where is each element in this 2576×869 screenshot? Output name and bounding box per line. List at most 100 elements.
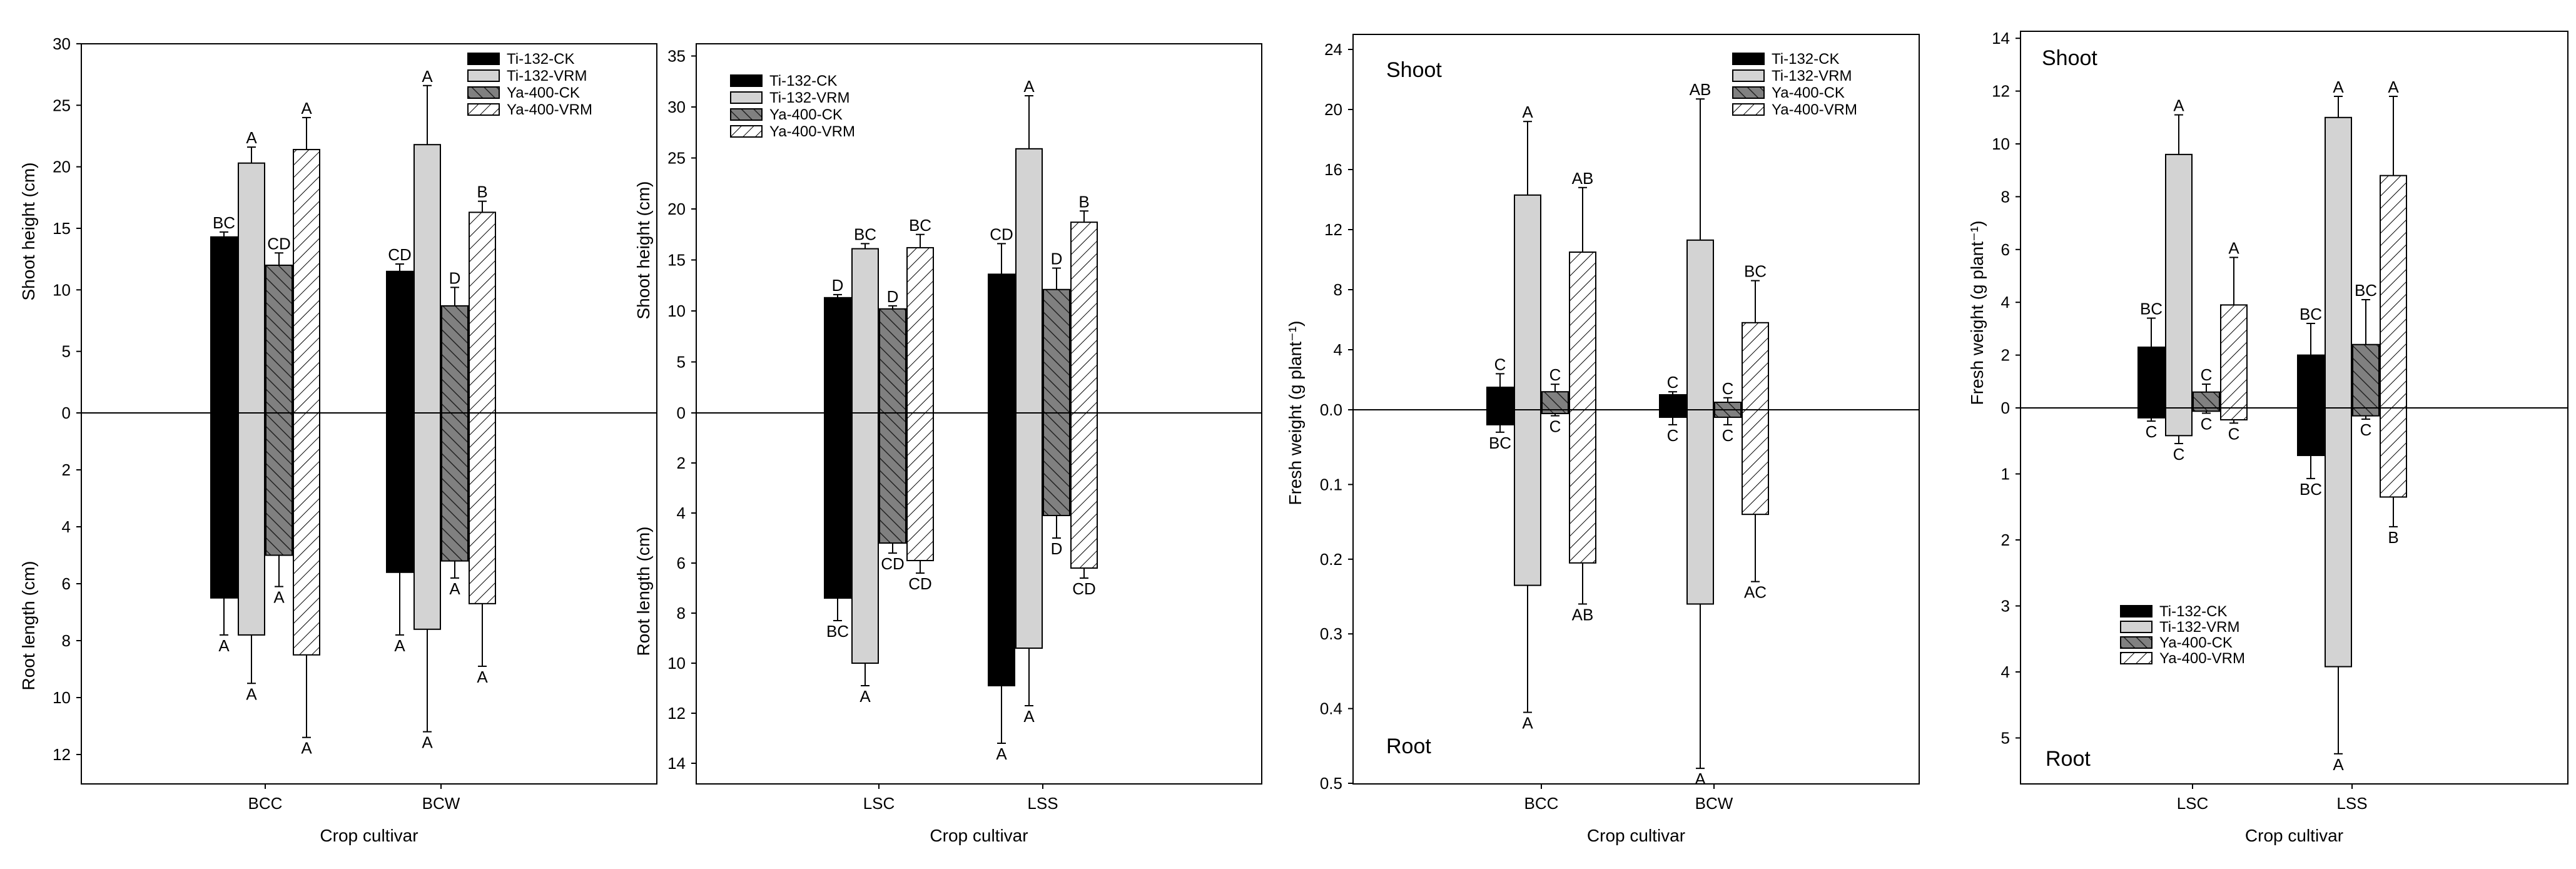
significance-letter-shoot: BC — [2140, 300, 2163, 318]
bar-root-ti-132-ck — [210, 412, 238, 599]
bar-root-ti-132-vrm — [2325, 407, 2352, 668]
y-tick-label: 16 — [1324, 160, 1342, 179]
bar-root-ya-400-ck — [2352, 407, 2380, 417]
bar-shoot-ya-400-ck — [441, 305, 469, 414]
y-tick-label: 15 — [53, 219, 71, 238]
bar-shoot-ti-132-vrm — [238, 162, 265, 414]
y-tick-label: 5 — [677, 353, 686, 372]
significance-letter-root: C — [2201, 414, 2213, 433]
y-tick-label: 30 — [53, 34, 71, 53]
bar-root-ya-400-vrm — [1742, 409, 1769, 516]
bar-shoot-ya-400-vrm — [906, 246, 934, 414]
legend-swatch-ti-132-vrm — [467, 69, 500, 82]
bar-shoot-ti-132-vrm — [851, 248, 879, 414]
significance-letter-shoot: C — [1722, 379, 1734, 398]
root-region-label: Root — [1386, 734, 1431, 758]
bar-shoot-ti-132-ck — [988, 273, 1015, 414]
legend-swatch-ya-400-ck — [2120, 636, 2153, 649]
y-tick-label: 25 — [53, 96, 71, 114]
plot-frame — [81, 43, 657, 785]
y-tick-label: 25 — [667, 149, 686, 168]
legend-swatch-ti-132-ck — [2120, 605, 2153, 617]
bar-root-ti-132-vrm — [851, 412, 879, 664]
bar-root-ti-132-ck — [1486, 409, 1514, 425]
y-axis-title: Fresh weight (g plant⁻¹) — [1967, 221, 1987, 405]
bar-shoot-ti-132-ck — [386, 270, 413, 414]
bar-root-ya-400-vrm — [1070, 412, 1098, 569]
legend-swatch-ya-400-ck — [1732, 86, 1765, 99]
significance-letter-root: A — [246, 684, 257, 703]
x-tick-label-lsc: LSC — [2177, 794, 2209, 813]
legend-label-ya-400-vrm: Ya-400-VRM — [507, 101, 592, 118]
y-tick-label: 14 — [667, 754, 686, 773]
plot-frame — [696, 43, 1262, 785]
legend-label-ti-132-ck: Ti-132-CK — [1772, 51, 1839, 68]
bar-root-ya-400-ck — [265, 412, 293, 556]
y-tick-label: 2 — [677, 454, 686, 472]
bar-root-ya-400-vrm — [469, 412, 496, 604]
legend-label-ya-400-ck: Ya-400-CK — [507, 84, 580, 101]
chart-panel-3: 0.0 4 8 12 16 20 24 0.1 0.2 0.3 0.4 0.5 Fresh weight… — [1285, 34, 1920, 845]
significance-letter-shoot: B — [477, 183, 487, 201]
bar-root-ya-400-vrm — [2220, 407, 2248, 420]
legend-label-ya-400-ck: Ya-400-CK — [1772, 84, 1845, 101]
x-axis-title: Crop cultivar — [930, 826, 1028, 845]
root-region-label: Root — [2046, 747, 2091, 771]
x-tick-label-bcw: BCW — [422, 794, 460, 813]
y-tick-label: 0.3 — [1320, 624, 1342, 643]
bar-root-ya-400-vrm — [293, 412, 320, 656]
bar-shoot-ya-400-ck — [1714, 402, 1742, 410]
x-tick-label-bcc: BCC — [1524, 794, 1559, 813]
bar-shoot-ti-132-ck — [1486, 387, 1514, 410]
legend-swatch-ya-400-vrm — [467, 103, 500, 116]
y-tick-label: 6 — [677, 554, 686, 572]
bar-shoot-ya-400-vrm — [293, 149, 320, 414]
y-tick-label: 4 — [2001, 293, 2010, 312]
bar-shoot-ya-400-vrm — [469, 211, 496, 414]
legend-label-ti-132-vrm: Ti-132-VRM — [2159, 619, 2239, 636]
significance-letter-shoot: B — [1078, 192, 1089, 211]
y-tick-label: 2 — [62, 460, 71, 479]
legend-label-ya-400-vrm: Ya-400-VRM — [1772, 101, 1857, 118]
significance-letter-root: A — [2333, 755, 2344, 774]
significance-letter-root: A — [860, 687, 871, 706]
significance-letter-shoot: A — [2388, 78, 2399, 96]
legend-label-ti-132-vrm: Ti-132-VRM — [769, 89, 849, 106]
y-tick-label: 12 — [1992, 82, 2010, 101]
legend-swatch-ya-400-vrm — [2120, 652, 2153, 664]
bar-root-ti-132-vrm — [413, 412, 441, 630]
y-tick-label: 2 — [2001, 531, 2010, 549]
y-tick-label: 30 — [667, 98, 686, 116]
bar-shoot-ya-400-vrm — [2220, 304, 2248, 409]
y-tick-label: 0.5 — [1320, 774, 1342, 793]
legend-swatch-ti-132-vrm — [730, 91, 763, 104]
x-tick-label-lsc: LSC — [863, 794, 895, 813]
y-tick-label: 10 — [667, 302, 686, 320]
x-tick-label-lss: LSS — [2336, 794, 2367, 813]
y-tick-label: 14 — [1992, 29, 2010, 48]
y-tick-label: 4 — [677, 504, 686, 522]
significance-letter-root: A — [1695, 770, 1706, 788]
legend-label-ti-132-vrm: Ti-132-VRM — [507, 68, 587, 84]
significance-letter-root: A — [273, 588, 285, 607]
y-tick-label: 4 — [2001, 663, 2010, 681]
significance-letter-shoot: CD — [388, 245, 412, 264]
bar-shoot-ti-132-ck — [210, 236, 238, 414]
significance-letter-shoot: A — [2173, 96, 2184, 115]
y-tick-label: 5 — [62, 342, 71, 361]
significance-letter-shoot: BC — [1744, 262, 1767, 281]
bar-shoot-ya-400-ck — [879, 308, 906, 414]
y-tick-label: 24 — [1324, 40, 1342, 59]
bar-root-ya-400-ck — [879, 412, 906, 544]
bar-root-ti-132-ck — [2137, 407, 2165, 419]
legend-swatch-ti-132-ck — [467, 53, 500, 65]
y-tick-label: 0 — [2001, 399, 2010, 417]
chart-panel-1: 0 5 10 15 20 25 30 2 4 6 8 10 12 Shoot height (cm) Roo… — [19, 34, 657, 845]
significance-letter-root: C — [1667, 426, 1679, 445]
bar-shoot-ti-132-vrm — [413, 144, 441, 414]
significance-letter-root: AB — [1572, 605, 1594, 624]
bar-root-ti-132-vrm — [238, 412, 265, 636]
bar-root-ti-132-ck — [2297, 407, 2325, 456]
